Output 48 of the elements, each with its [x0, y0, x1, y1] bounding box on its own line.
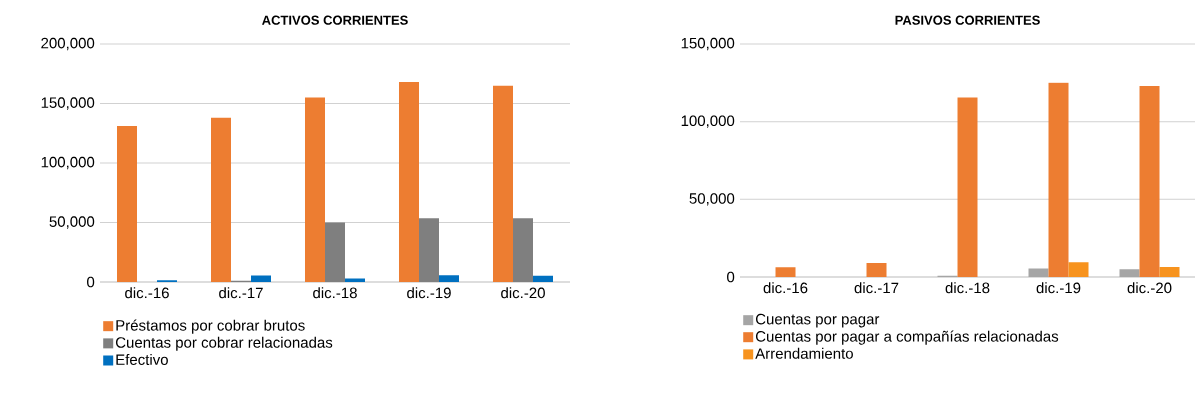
- bar: [1139, 85, 1160, 277]
- bar: [775, 267, 796, 277]
- x-tick-label: dic.-17: [219, 287, 263, 299]
- x-tick-label: dic.-18: [313, 287, 357, 299]
- bar: [866, 263, 887, 277]
- bar: [439, 275, 459, 282]
- bar: [493, 85, 513, 282]
- x-tick-label: dic.-16: [763, 282, 808, 294]
- bar: [1068, 262, 1089, 277]
- bar: [419, 218, 439, 282]
- y-tick-label: 100,000: [681, 115, 735, 128]
- bar: [533, 275, 553, 282]
- bar: [513, 218, 533, 282]
- y-tick-label: 50,000: [49, 216, 95, 229]
- legend-label: Cuentas por cobrar relacionadas: [115, 336, 333, 351]
- legend-label: Cuentas por pagar a compañías relacionadas: [755, 330, 1059, 345]
- bar: [251, 275, 271, 282]
- legend-label: Arrendamiento: [755, 347, 853, 359]
- bar: [117, 126, 137, 282]
- x-tick-label: dic.-19: [407, 287, 451, 299]
- legend-label: Efectivo: [116, 353, 168, 365]
- bar: [399, 82, 419, 282]
- bar: [345, 278, 365, 282]
- y-tick-label: 0: [727, 271, 735, 283]
- legend-label: Cuentas por pagar: [755, 313, 880, 328]
- y-tick-label: 0: [87, 276, 95, 288]
- bar: [1048, 82, 1069, 277]
- bar: [1119, 269, 1140, 277]
- chart-title: ACTIVOS CORRIENTES: [262, 15, 408, 25]
- y-tick-label: 150,000: [41, 97, 95, 110]
- x-tick-label: dic.-17: [854, 282, 899, 294]
- bar: [1159, 267, 1180, 277]
- x-tick-label: dic.-16: [125, 287, 169, 299]
- bar: [1028, 268, 1049, 277]
- x-tick-label: dic.-20: [1127, 282, 1172, 294]
- x-tick-label: dic.-20: [501, 287, 545, 299]
- y-tick-label: 50,000: [689, 193, 735, 206]
- x-tick-label: dic.-19: [1036, 282, 1081, 294]
- bar: [211, 117, 231, 282]
- bar: [305, 97, 325, 282]
- y-tick-label: 150,000: [681, 37, 735, 51]
- x-tick-label: dic.-18: [945, 282, 990, 294]
- bar: [325, 222, 345, 282]
- chart-title: PASIVOS CORRIENTES: [895, 15, 1040, 25]
- legend-label: Préstamos por cobrar brutos: [116, 319, 305, 334]
- y-tick-label: 200,000: [41, 37, 95, 51]
- bar: [957, 97, 978, 277]
- y-tick-label: 100,000: [41, 156, 95, 170]
